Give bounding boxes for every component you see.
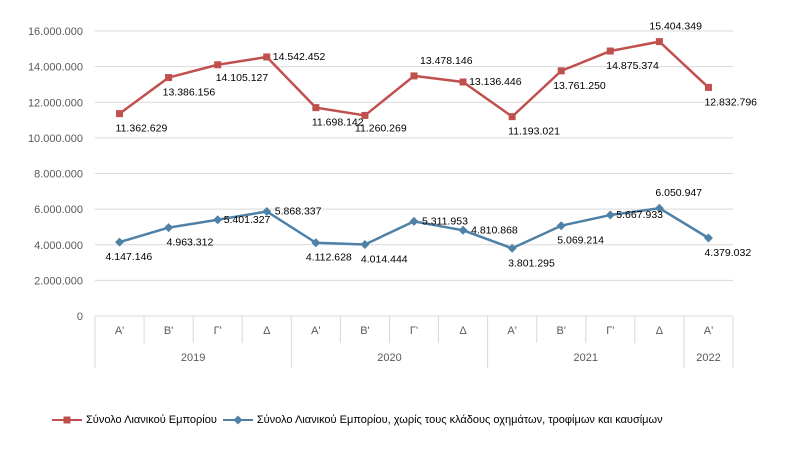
x-axis: Α' Β' Γ' Δ Α' Β' Γ' Δ Α' Β' Γ' Δ Α' 2019 2020 2021 2022: [94, 315, 734, 368]
data-point: [605, 210, 615, 220]
data-label: 5.311.953: [422, 215, 468, 227]
data-point: [410, 72, 418, 80]
data-point: [459, 78, 467, 86]
data-point: [704, 83, 712, 91]
data-label: 13.136.446: [469, 76, 522, 88]
data-point: [556, 221, 566, 231]
x-tick-label: Γ': [410, 325, 418, 337]
x-tick-label: Β': [360, 325, 369, 337]
data-label: 5.069.214: [557, 235, 604, 247]
year-label: 2020: [377, 352, 401, 364]
data-label: 11.698.142: [312, 117, 364, 129]
y-tick-label: 6.000.000: [34, 204, 83, 216]
y-tick-label: 2.000.000: [34, 275, 83, 287]
data-label: 4.810.868: [471, 224, 518, 236]
x-tick-label: Α': [704, 325, 713, 337]
data-point: [165, 74, 173, 82]
data-label: 4.014.444: [361, 253, 408, 265]
data-point: [262, 206, 272, 216]
data-point: [214, 61, 222, 69]
data-label: 11.362.629: [116, 123, 168, 135]
data-point: [557, 67, 565, 75]
data-label: 5.868.337: [275, 205, 322, 217]
x-tick-label: Α': [507, 325, 516, 337]
data-point: [409, 216, 419, 226]
data-point: [213, 215, 223, 225]
year-label: 2022: [696, 352, 720, 364]
data-point: [703, 233, 713, 243]
legend-line-square-icon: [52, 416, 82, 424]
data-label: 11.193.021: [508, 126, 560, 138]
data-label: 13.761.250: [553, 80, 606, 92]
legend: Σύνολο Λιανικού Εμπορίου Σύνολο Λιανικού…: [52, 414, 669, 426]
legend-label-excluding: Σύνολο Λιανικού Εμπορίου, χωρίς τους κλά…: [256, 414, 663, 426]
data-point: [507, 243, 517, 253]
data-label: 4.963.312: [167, 237, 214, 249]
data-label: 11.260.269: [355, 122, 407, 134]
data-label: 4.112.628: [306, 252, 352, 264]
data-point: [263, 53, 271, 61]
y-tick-label: 10.000.000: [28, 133, 83, 145]
series-group: [115, 38, 713, 253]
legend-label-total: Σύνολο Λιανικού Εμπορίου: [86, 414, 217, 426]
y-tick-label: 0: [77, 311, 83, 323]
data-point: [164, 223, 174, 233]
data-label: 14.875.374: [606, 60, 659, 72]
data-point: [116, 110, 124, 118]
x-tick-label: Α': [115, 325, 124, 337]
data-label: 5.667.933: [616, 209, 663, 221]
y-tick-label: 12.000.000: [28, 97, 83, 109]
gridlines: [95, 30, 733, 317]
data-label: 14.105.127: [216, 72, 269, 84]
y-tick-label: 8.000.000: [34, 169, 83, 181]
x-tick-label: Δ: [263, 325, 271, 337]
data-point: [508, 113, 516, 121]
data-label: 14.542.452: [273, 51, 326, 63]
y-axis: 0 2.000.000 4.000.000 6.000.000 8.000.000 10.…: [28, 26, 83, 323]
legend-item-excluding: Σύνολο Λιανικού Εμπορίου, χωρίς τους κλά…: [222, 414, 663, 426]
data-point: [655, 38, 663, 46]
data-label: 15.404.349: [649, 21, 702, 33]
x-tick-label: Γ': [606, 325, 614, 337]
year-label: 2021: [574, 352, 598, 364]
x-tick-label: Α': [311, 325, 320, 337]
data-point: [312, 104, 320, 112]
data-point: [115, 237, 125, 247]
year-label: 2019: [181, 352, 205, 364]
data-point: [361, 111, 369, 119]
x-tick-label: Δ: [459, 325, 467, 337]
x-tick-label: Γ': [214, 325, 222, 337]
data-label: 4.379.032: [704, 247, 751, 259]
data-point: [458, 225, 468, 235]
data-label: 4.147.146: [106, 251, 153, 263]
y-tick-label: 14.000.000: [28, 62, 83, 74]
data-label: 3.801.295: [508, 257, 555, 269]
y-tick-label: 4.000.000: [34, 240, 83, 252]
legend-item-total: Σύνολο Λιανικού Εμπορίου: [52, 414, 217, 426]
data-point: [606, 47, 614, 55]
data-label: 5.401.327: [224, 214, 271, 226]
data-point: [360, 239, 370, 249]
y-tick-label: 16.000.000: [28, 26, 83, 38]
data-point: [654, 203, 664, 213]
x-tick-label: Β': [557, 325, 566, 337]
data-label: 13.386.156: [163, 87, 216, 99]
data-point: [311, 238, 321, 248]
x-tick-label: Δ: [656, 325, 664, 337]
x-tick-label: Β': [164, 325, 173, 337]
legend-line-diamond-icon: [222, 415, 253, 425]
data-label: 12.832.796: [704, 96, 757, 108]
data-label: 13.478.146: [420, 55, 473, 67]
data-label: 6.050.947: [655, 187, 702, 199]
